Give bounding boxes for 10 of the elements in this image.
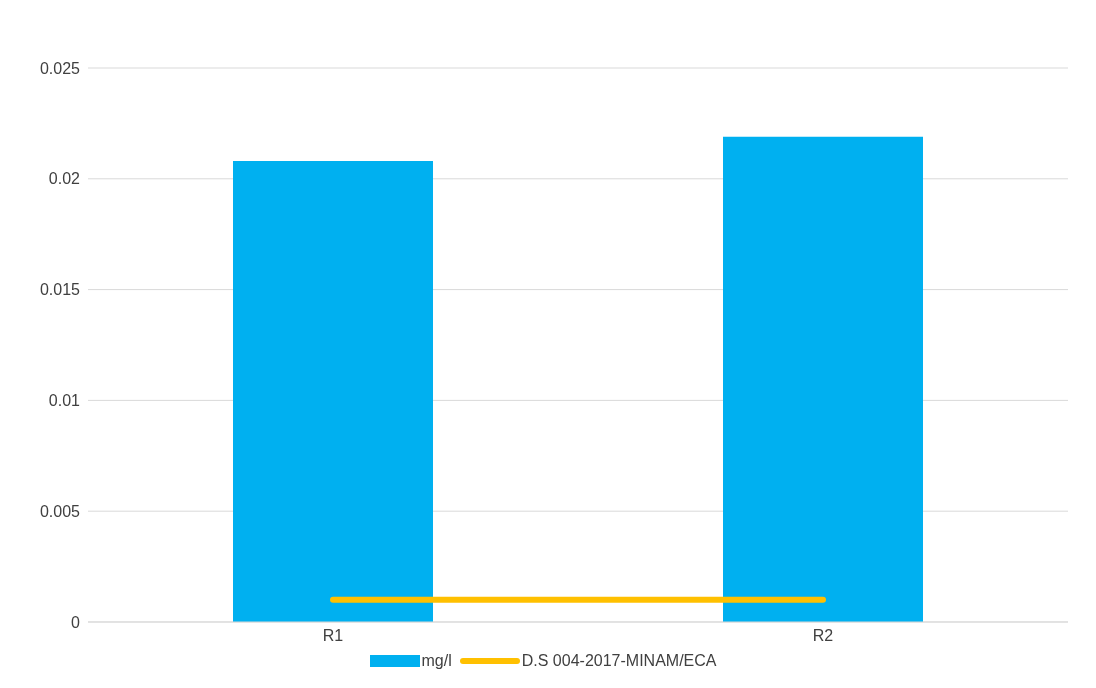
x-tick-label: R2 xyxy=(812,627,834,645)
y-tick-label: 0.02 xyxy=(48,170,81,188)
legend-label: D.S 004-2017-MINAM/ECA xyxy=(521,652,717,670)
y-tick-label: 0.005 xyxy=(39,502,81,520)
x-tick-label: R1 xyxy=(322,627,344,645)
y-tick-label: 0.015 xyxy=(39,281,81,299)
legend-label: mg/l xyxy=(421,652,452,670)
y-tick-label: 0.025 xyxy=(39,59,81,77)
y-tick-label: 0.01 xyxy=(48,392,81,410)
y-tick-label: 0 xyxy=(71,613,81,631)
